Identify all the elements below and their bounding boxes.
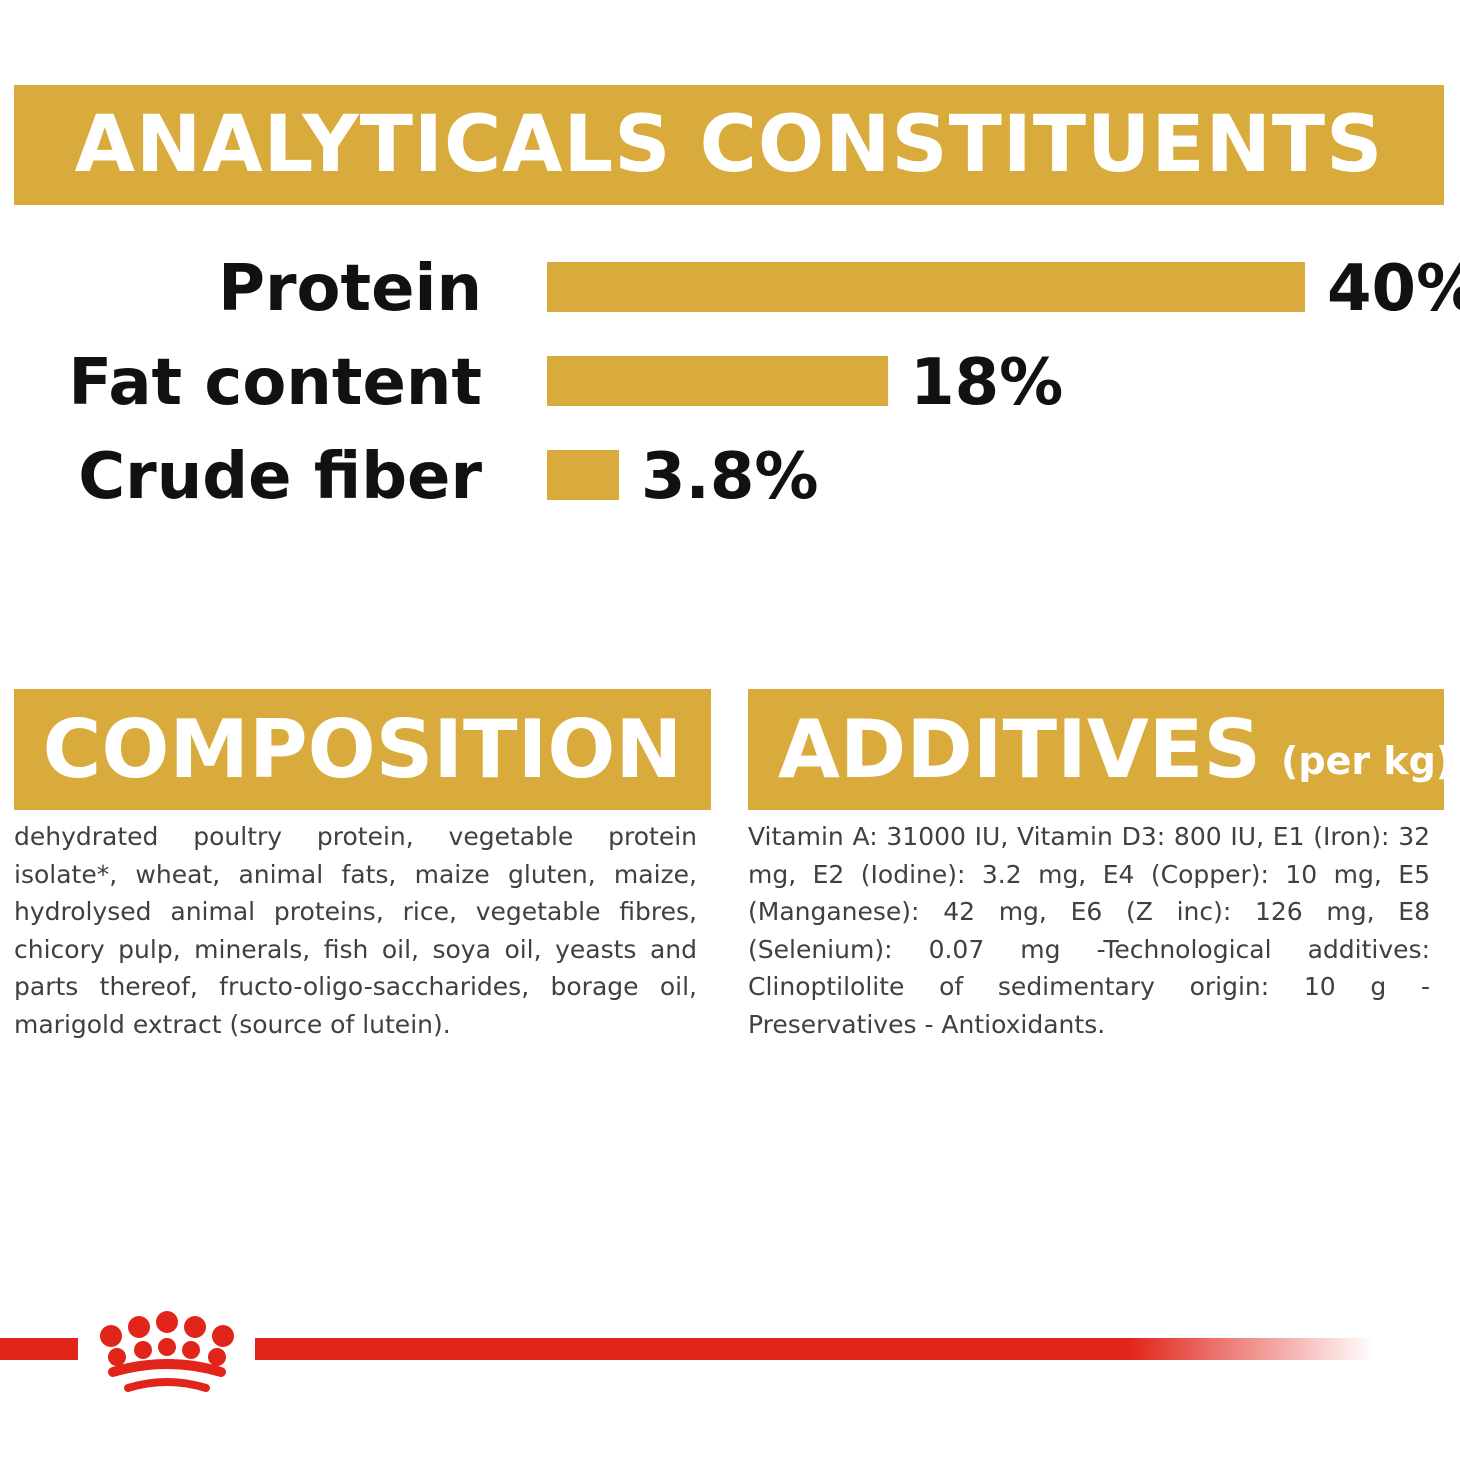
composition-title: COMPOSITION xyxy=(42,703,683,796)
constituents-bar-chart: Protein 40% Fat content 18% Crude fiber 3.8% xyxy=(68,252,1460,514)
value-label: 3.8% xyxy=(641,440,819,514)
additives-banner: ADDITIVES (per kg) xyxy=(748,689,1453,810)
brand-footer xyxy=(0,1311,1375,1392)
additives-unit: (per kg) xyxy=(1281,738,1454,783)
bar xyxy=(547,356,889,406)
additives-text: Vitamin A: 31000 IU, Vitamin D3: 800 IU,… xyxy=(748,822,1430,1039)
brand-line-left xyxy=(0,1338,78,1360)
analytical-constituents-banner: ANALYTICALS CONSTITUENTS xyxy=(14,85,1444,205)
analytical-constituents-title: ANALYTICALS CONSTITUENTS xyxy=(74,100,1384,190)
bar xyxy=(547,450,620,500)
composition-banner: COMPOSITION xyxy=(14,689,711,810)
value-label: 18% xyxy=(910,346,1063,420)
category-label: Crude fiber xyxy=(78,440,482,514)
brand-line-right xyxy=(255,1338,1375,1360)
additives-title: ADDITIVES xyxy=(778,703,1262,796)
category-label: Fat content xyxy=(68,346,482,420)
bar xyxy=(547,262,1305,312)
category-label: Protein xyxy=(218,252,482,326)
value-label: 40% xyxy=(1327,252,1460,326)
composition-text: dehydrated poultry protein, vegetable pr… xyxy=(14,822,697,1039)
crown-logo-icon xyxy=(100,1311,234,1392)
